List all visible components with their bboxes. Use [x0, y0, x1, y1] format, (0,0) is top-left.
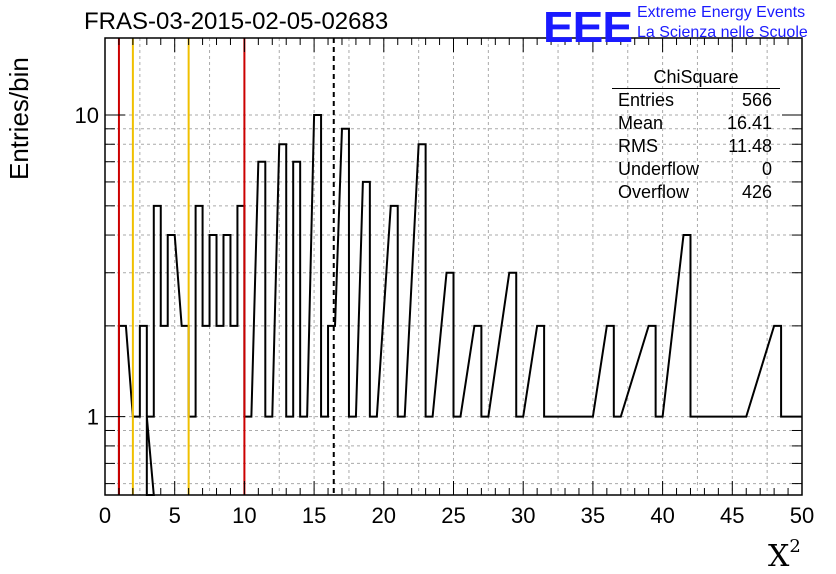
stats-value: 566 [741, 90, 772, 110]
chart-title: FRAS-03-2015-02-05-02683 [84, 8, 389, 35]
x-tick-label: 15 [302, 503, 326, 528]
stats-row-overflow: Overflow 426 [612, 181, 780, 204]
eee-logo: EEE [543, 2, 633, 52]
stats-title: ChiSquare [612, 66, 780, 89]
x-tick-label: 10 [232, 503, 256, 528]
stats-value: 16.41 [726, 113, 772, 133]
x-tick-label: 40 [650, 503, 674, 528]
x-tick-label: 30 [511, 503, 535, 528]
stats-row-rms: RMS 11.48 [612, 135, 780, 158]
stats-row-entries: Entries 566 [612, 89, 780, 112]
x-tick-label: 50 [790, 503, 814, 528]
x-axis-label: X2 [768, 536, 801, 574]
stats-value: 11.48 [728, 136, 772, 156]
logo-line-1: Extreme Energy Events [637, 4, 806, 21]
x-tick-label: 20 [372, 503, 396, 528]
stats-label: Underflow [618, 159, 700, 179]
stats-label: Mean [618, 113, 664, 133]
x-tick-label: 0 [99, 503, 111, 528]
y-tick-label: 1 [87, 405, 99, 430]
x-tick-label: 35 [581, 503, 605, 528]
y-axis-label: Entries/bin [4, 57, 34, 180]
y-tick-label: 10 [75, 103, 99, 128]
stats-label: Overflow [618, 182, 690, 202]
stats-label: Entries [618, 90, 675, 110]
x-tick-label: 5 [169, 503, 181, 528]
stats-box: ChiSquare Entries 566 Mean 16.41 RMS 11.… [612, 66, 780, 204]
stats-value: 0 [761, 159, 772, 179]
x-tick-label: 25 [441, 503, 465, 528]
logo-line-2: La Scienza nelle Scuole [637, 24, 808, 41]
x-tick-label: 45 [720, 503, 744, 528]
stats-label: RMS [618, 136, 658, 156]
stats-value: 426 [741, 182, 772, 202]
stats-row-mean: Mean 16.41 [612, 112, 780, 135]
stats-row-underflow: Underflow 0 [612, 158, 780, 181]
